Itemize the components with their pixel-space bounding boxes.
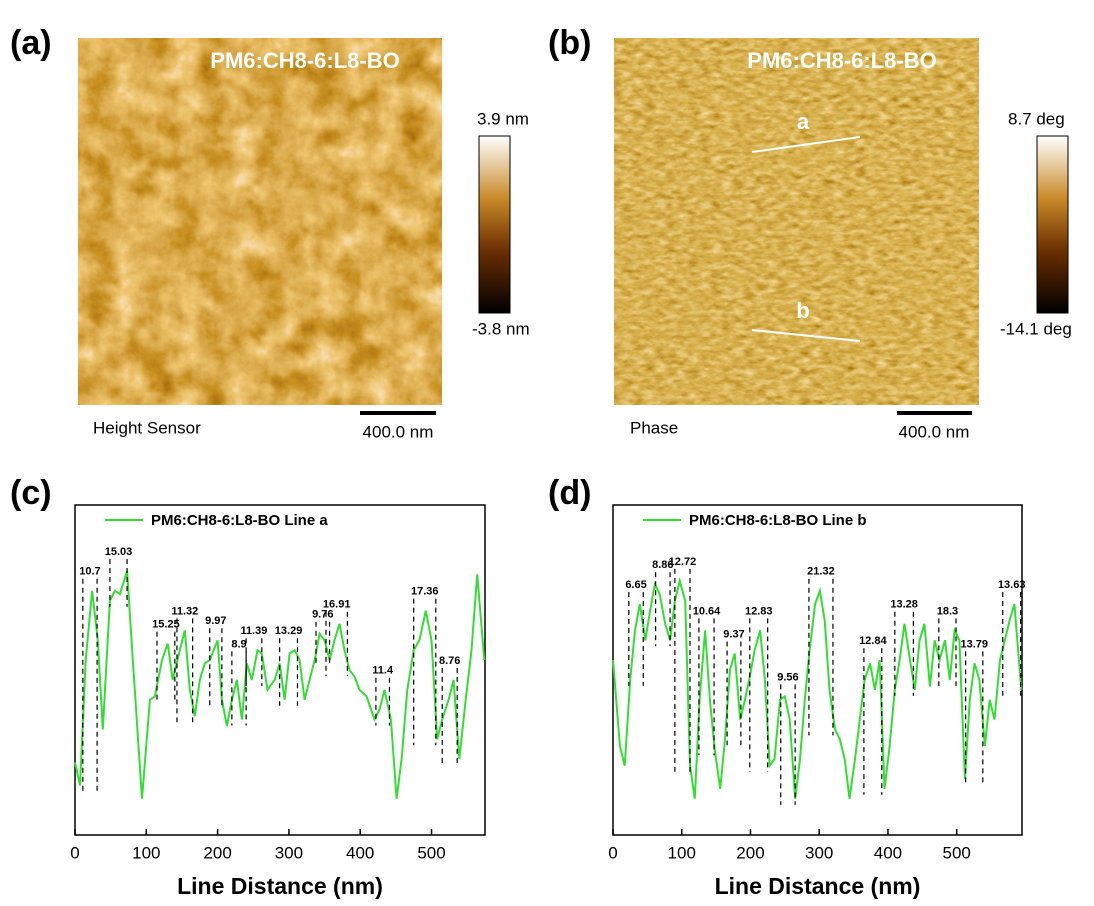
profile-line <box>751 136 861 153</box>
image-title: PM6:CH8-6:L8-BO <box>747 48 936 73</box>
x-tick-label: 200 <box>203 843 231 862</box>
annotation-label: 15.25 <box>152 619 180 631</box>
panel-label: (d) <box>548 474 591 512</box>
panel-label: (b) <box>548 24 591 62</box>
x-tick-label: 100 <box>668 843 696 862</box>
x-tick-label: 500 <box>417 843 445 862</box>
annotation-label: 8.9 <box>231 638 246 650</box>
colorbar <box>478 135 511 314</box>
annotation-label: 16.91 <box>323 599 351 611</box>
channel-label: Phase <box>630 418 678 437</box>
profile-line-label: b <box>796 298 809 323</box>
annotation-label: 12.83 <box>745 605 773 617</box>
annotation-label: 8.86 <box>652 559 673 571</box>
annotation-label: 15.03 <box>105 546 133 558</box>
data-line <box>74 570 486 799</box>
annotation-label: 11.4 <box>372 665 394 677</box>
image-title: PM6:CH8-6:L8-BO <box>210 48 399 73</box>
annotation-label: 6.65 <box>625 579 646 591</box>
annotation-label: 10.64 <box>693 605 721 617</box>
x-tick-label: 500 <box>943 843 971 862</box>
x-tick-label: 400 <box>874 843 902 862</box>
scale-bar-label: 400.0 nm <box>899 422 970 441</box>
annotation-label: 12.72 <box>669 556 697 568</box>
x-tick-label: 0 <box>70 843 79 862</box>
colorbar <box>1036 135 1069 314</box>
annotation-label: 12.84 <box>859 635 887 647</box>
annotation-label: 18.3 <box>937 605 958 617</box>
legend-label: PM6:CH8-6:L8-BO Line a <box>151 512 328 529</box>
annotation-label: 11.39 <box>241 625 268 637</box>
x-axis-title: Line Distance (nm) <box>715 873 921 899</box>
colorbar-min: -3.8 nm <box>472 319 530 338</box>
profile-line <box>751 329 861 342</box>
colorbar-min: -14.1 deg <box>1000 319 1072 338</box>
annotation-label: 11.32 <box>171 605 198 617</box>
data-line <box>612 576 1023 799</box>
x-tick-label: 200 <box>736 843 764 862</box>
plot-frame <box>74 504 486 836</box>
x-axis-title: Line Distance (nm) <box>177 873 383 899</box>
profile-line-label: a <box>797 109 810 134</box>
panel-label: (a) <box>10 24 52 62</box>
annotation-label: 13.79 <box>960 638 988 650</box>
afm-phase-image <box>614 38 979 405</box>
annotation-label: 13.63 <box>998 579 1026 591</box>
afm-height-image <box>78 38 442 405</box>
annotation-label: 13.29 <box>275 625 303 637</box>
annotation-label: 17.36 <box>411 586 439 598</box>
channel-label: Height Sensor <box>93 418 201 437</box>
annotation-label: 9.37 <box>723 628 744 640</box>
x-tick-label: 400 <box>346 843 374 862</box>
annotation-label: 9.76 <box>312 609 333 621</box>
annotation-label: 13.28 <box>890 599 918 611</box>
x-tick-label: 300 <box>275 843 303 862</box>
x-tick-label: 0 <box>608 843 617 862</box>
x-tick-label: 300 <box>805 843 833 862</box>
annotation-label: 21.32 <box>807 566 835 578</box>
annotation-label: 10.7 <box>79 566 100 578</box>
scale-bar-label: 400.0 nm <box>363 422 434 441</box>
legend-label: PM6:CH8-6:L8-BO Line b <box>689 512 867 529</box>
colorbar-max: 8.7 deg <box>1008 109 1065 128</box>
annotation-label: 9.56 <box>777 671 798 683</box>
annotation-label: 9.97 <box>205 615 226 627</box>
x-tick-label: 100 <box>132 843 160 862</box>
colorbar-max: 3.9 nm <box>477 109 529 128</box>
annotation-label: 8.76 <box>439 655 460 667</box>
panel-label: (c) <box>10 474 52 512</box>
